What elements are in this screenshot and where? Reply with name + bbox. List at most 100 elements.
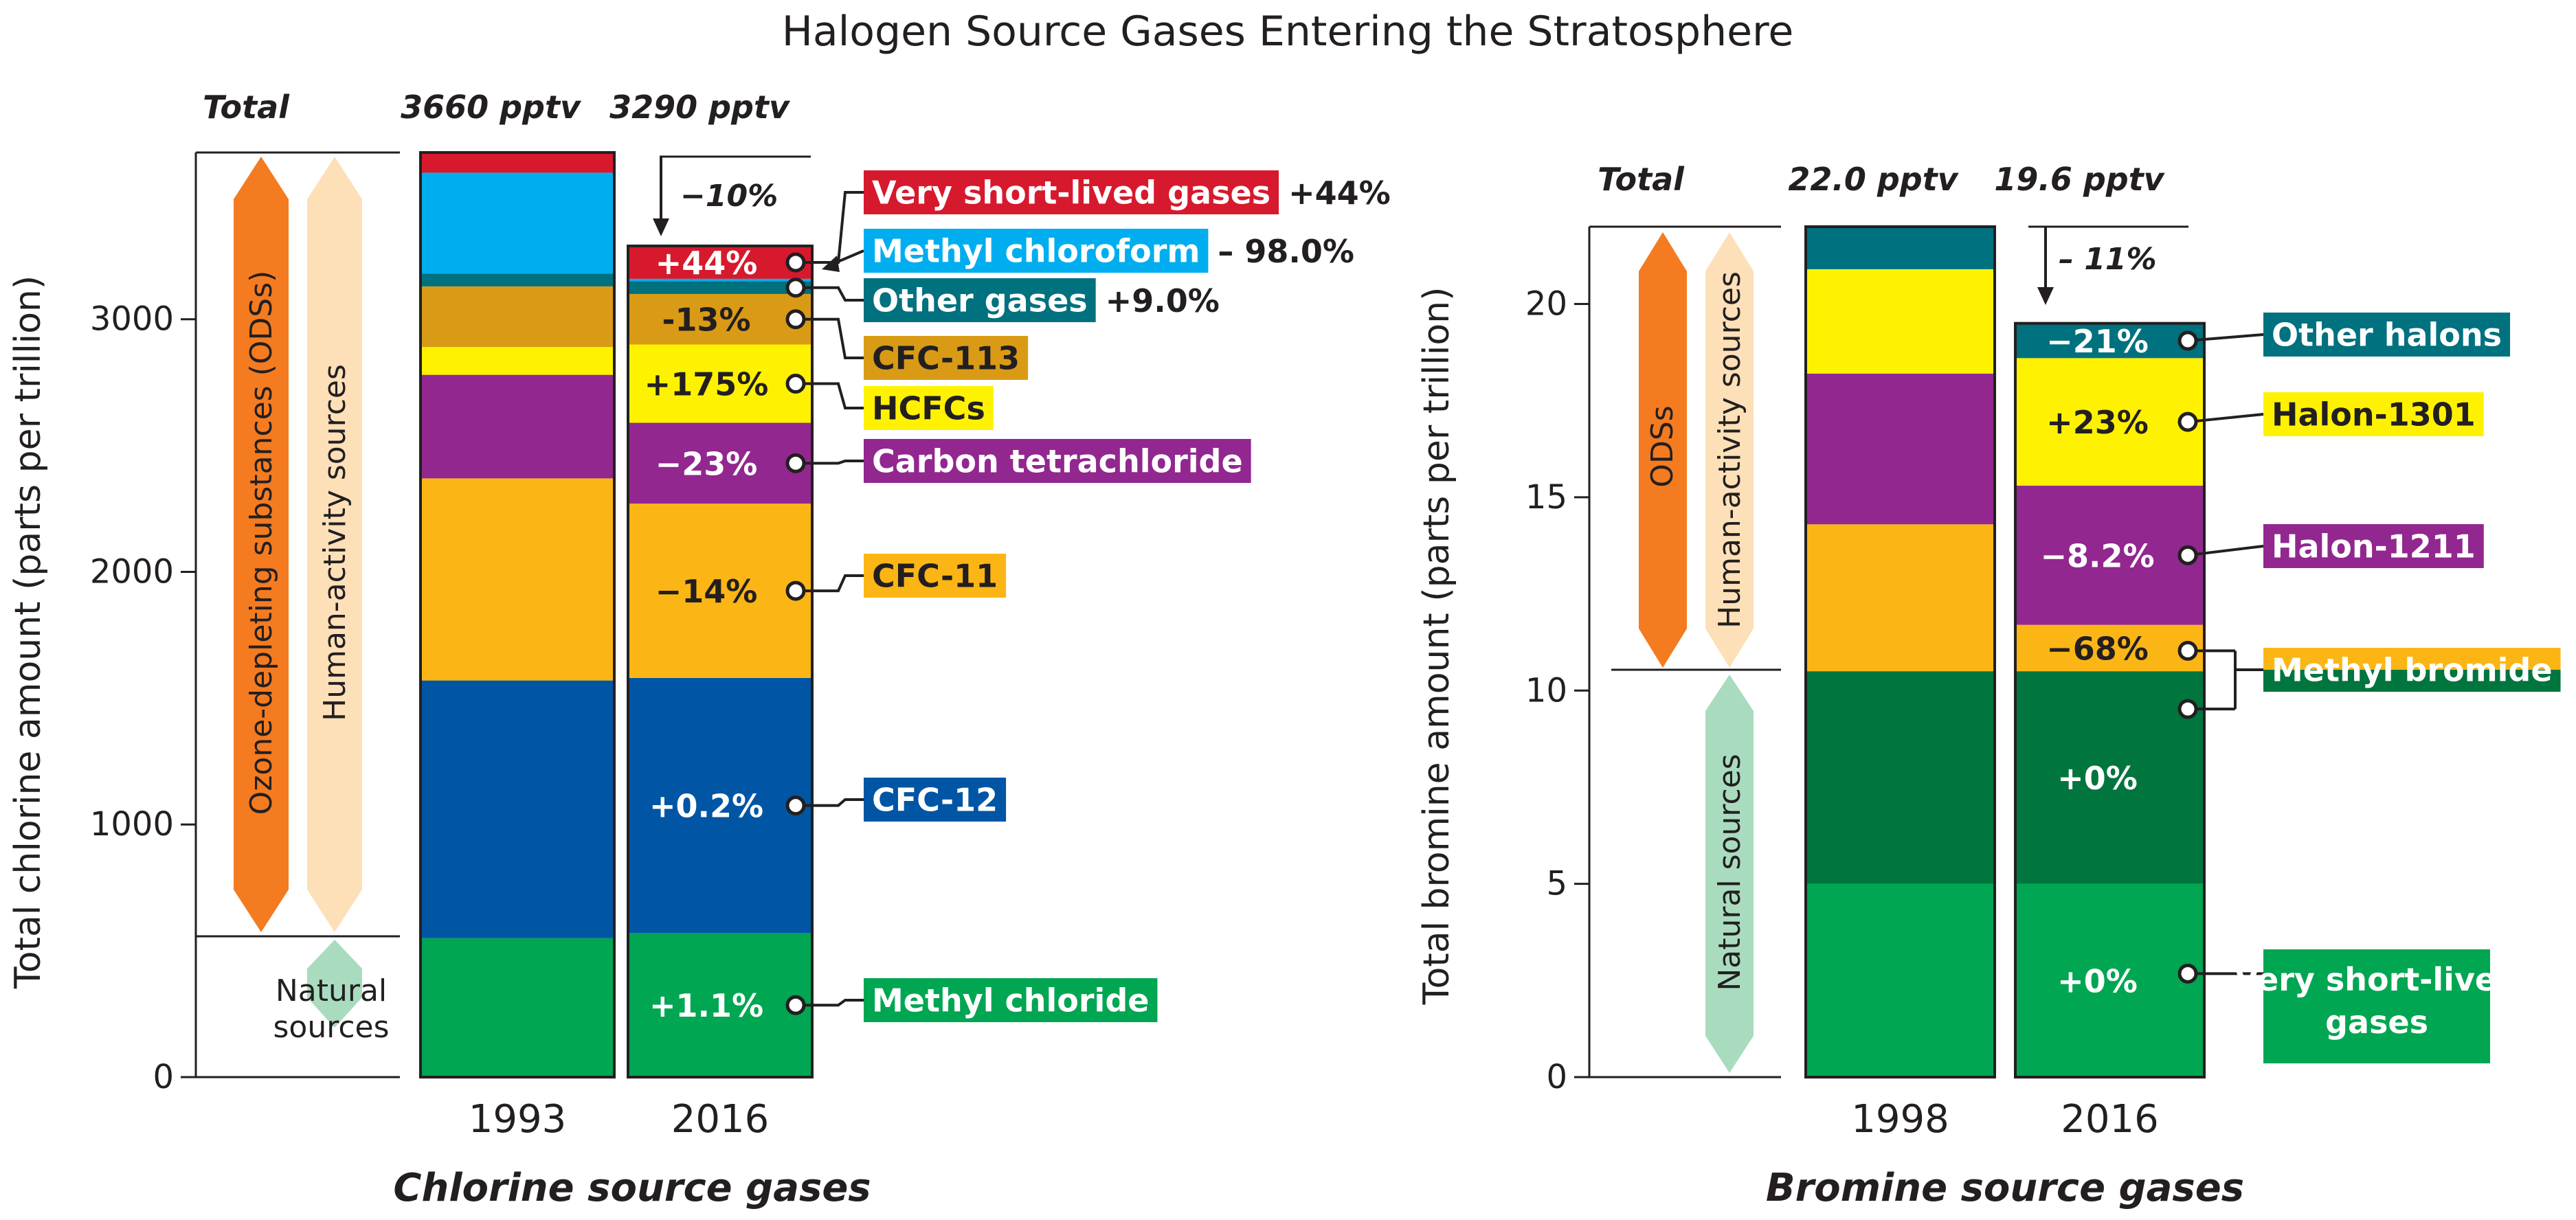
cl-callout-leader [796, 191, 864, 264]
br-callout-box [2263, 524, 2484, 568]
br-callout-dot [2177, 699, 2198, 719]
cl-bar-segment [421, 152, 614, 173]
cl-ytick-label: 0 [153, 1058, 174, 1096]
cl-x-categories: 1993 2016 [469, 1097, 770, 1142]
cl-bar-segment [628, 246, 812, 279]
cl-change-label: −23% [656, 445, 758, 482]
cl-callout-leader [796, 317, 864, 359]
br-callout-label: Other halons [2272, 317, 2502, 354]
br-callout-label: Halon-1301 [2272, 396, 2476, 433]
cl-callout-label: CFC-12 [872, 782, 998, 819]
cl-total-2016: 3290 pptv [609, 89, 791, 126]
cl-ytick-label: 2000 [90, 552, 174, 591]
br-bar-segment [2015, 671, 2204, 884]
br-callout-box [2263, 392, 2484, 436]
br-bar-segment [1806, 524, 1995, 672]
cl-ytick-label: 1000 [90, 805, 174, 844]
cl-bar-segment [628, 677, 812, 934]
br-callout-box [2263, 648, 2561, 671]
cl-callout-box [864, 386, 994, 430]
cl-callout-dot [785, 278, 806, 298]
cl-ods-arrow [234, 157, 289, 932]
cl-callout-label: Very short-lived gases [872, 174, 1270, 212]
br-callout-label: Methyl bromide [2272, 652, 2553, 689]
cl-callout-label: Methyl chloroform [872, 233, 1200, 270]
br-total-header: Total [1598, 161, 1685, 198]
br-callout-dot [2177, 545, 2198, 565]
cl-bar-outline [419, 151, 616, 1078]
cl-callout-dot [785, 309, 806, 330]
cl-change-arrowhead [653, 218, 669, 236]
cl-bar-segment [628, 344, 812, 423]
cl-callout-dot [785, 374, 806, 394]
cl-callout-leader [796, 999, 864, 1007]
cl-callout-leader [796, 460, 864, 465]
cl-bar-segment [421, 273, 614, 286]
cl-change-label: +1.1% [649, 987, 763, 1024]
cl-overall-change: −10% [680, 179, 778, 214]
cl-bar-segment [421, 347, 614, 375]
br-change-label: −21% [2046, 323, 2149, 360]
cl-bar-segment [628, 933, 812, 1077]
cl-natural-arrow [307, 940, 362, 1028]
cl-bar-segment [421, 286, 614, 348]
br-callout-box [2263, 313, 2511, 357]
br-callout-label: Halon-1211 [2272, 528, 2476, 565]
cl-total-header: Total [203, 89, 290, 126]
cl-callout-box [864, 278, 1096, 322]
br-bar-segment [2015, 323, 2204, 359]
cl-total-1993: 3660 pptv [401, 89, 582, 126]
cl-callout-box [864, 336, 1029, 380]
cl-callout-label: Other gases [872, 282, 1088, 319]
br-ods-label: ODSs [1645, 405, 1680, 487]
cl-category-label: 2016 [671, 1097, 770, 1142]
cl-ytick-label: 3000 [90, 300, 174, 339]
br-bar-segment [2015, 486, 2204, 625]
cl-callout-label: CFC-113 [872, 340, 1020, 377]
cl-change-label: +0.2% [649, 788, 763, 825]
br-ytick-label: 20 [1525, 285, 1567, 324]
cl-callout-label: Methyl chloride [872, 982, 1149, 1019]
cl-callout-change: +44% [1288, 174, 1391, 212]
br-bar-segment [1806, 227, 1995, 269]
cl-callout-leader [796, 574, 864, 593]
br-bars: +0% +0% −68% −8.2% +23% −21% [1804, 225, 2206, 1079]
cl-callout-leader [796, 382, 864, 409]
cl-bar-segment [628, 278, 812, 282]
cl-bar-segment [421, 172, 614, 274]
cl-y-ticks: 0 1000 2000 3000 [90, 300, 196, 1096]
cl-bar-segment [628, 293, 812, 345]
cl-callout-dot [785, 580, 806, 601]
br-callout-dot [2177, 411, 2198, 432]
cl-bar-segment [628, 504, 812, 678]
br-ytick-label: 10 [1525, 671, 1567, 710]
cl-bars: +1.1% +0.2% −14% −23% +175% -13% +44% [419, 151, 814, 1078]
br-bar-segment [2015, 358, 2204, 486]
br-ods-arrow [1639, 232, 1687, 668]
br-y-ticks: 0 5 10 15 20 [1525, 285, 1589, 1096]
cl-callout-arrowhead [822, 256, 840, 272]
br-total-1998: 22.0 pptv [1788, 161, 1959, 198]
br-overall-change: – 11% [2059, 242, 2157, 277]
cl-callout-leader [796, 798, 864, 807]
cl-change-label: +175% [645, 366, 769, 403]
br-bar-outline [1804, 225, 1996, 1078]
br-ytick-label: 0 [1546, 1058, 1567, 1096]
cl-bar-segment [421, 478, 614, 681]
br-natural-label: Natural sources [1712, 754, 1747, 991]
br-human-label: Human-activity sources [1712, 271, 1747, 629]
cl-callout-box [864, 170, 1279, 214]
cl-callout-box [864, 778, 1007, 822]
cl-change-label: +44% [656, 245, 758, 282]
br-callout-box [2263, 949, 2490, 1063]
cl-natural-label-line2: sources [273, 1010, 389, 1045]
cl-callout-dot [785, 995, 806, 1015]
br-bar-segment [2015, 883, 2204, 1077]
cl-human-label: Human-activity sources [317, 364, 352, 721]
bromine-panel: ODSs Human-activity sources Natural sour… [1416, 161, 2561, 1210]
br-change-label: +0% [2057, 760, 2138, 797]
cl-callout-dot [785, 252, 806, 273]
cl-change-label: −14% [656, 573, 758, 610]
br-bar-segment [1806, 671, 1995, 884]
br-change-label: +23% [2046, 404, 2149, 441]
